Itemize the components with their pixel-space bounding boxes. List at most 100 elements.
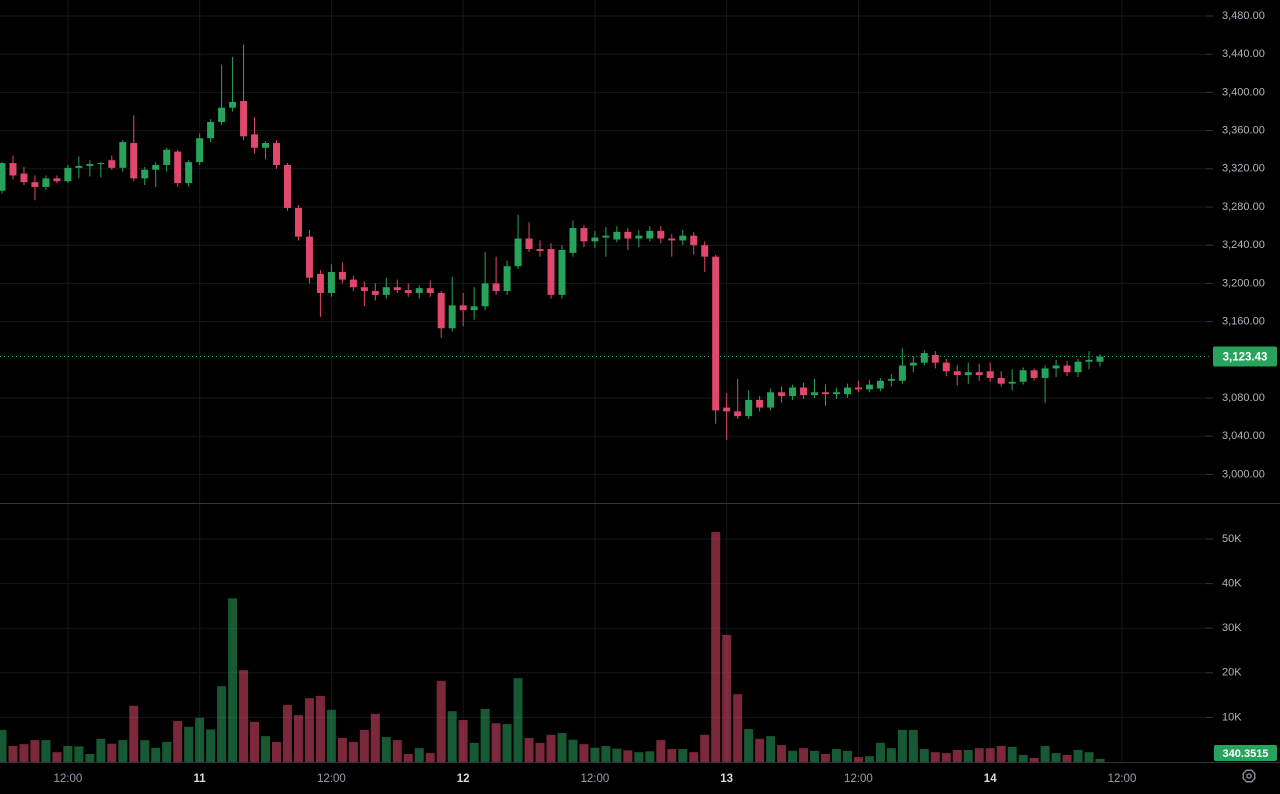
- candle-body: [800, 387, 808, 396]
- candle-body: [646, 230, 654, 239]
- volume-bar: [557, 733, 567, 762]
- price-axis-label: 3,160.00: [1222, 316, 1265, 328]
- volume-bar: [535, 742, 545, 762]
- candle-body: [635, 235, 643, 239]
- volume-bar: [282, 704, 292, 762]
- candle-body: [767, 392, 775, 408]
- volume-bar: [337, 737, 347, 762]
- candle-body: [909, 362, 917, 366]
- volume-bar: [52, 752, 62, 762]
- price-axis-label: 3,400.00: [1222, 86, 1265, 98]
- time-axis-label: 14: [984, 773, 997, 785]
- volume-bar: [623, 750, 633, 762]
- volume-axis-label: 30K: [1222, 622, 1242, 634]
- volume-bar: [0, 729, 7, 762]
- volume-bar: [425, 753, 435, 762]
- candle-body: [86, 164, 94, 166]
- candle-body: [832, 392, 840, 395]
- volume-bar: [590, 747, 600, 762]
- candle-body: [986, 371, 994, 378]
- volume-bar: [546, 734, 556, 762]
- candle-body: [690, 235, 698, 246]
- candle-body: [97, 163, 105, 165]
- volume-bar: [436, 680, 446, 762]
- candle-body: [1019, 370, 1027, 382]
- volume-bar: [206, 729, 216, 762]
- candle-body: [31, 182, 39, 187]
- candle-body: [569, 228, 577, 253]
- volume-bar: [8, 745, 18, 762]
- candle-body: [316, 273, 324, 293]
- volume-axis-label: 10K: [1222, 711, 1242, 723]
- volume-bar: [853, 757, 863, 762]
- volume-bar: [799, 748, 809, 762]
- volume-bar: [19, 744, 29, 762]
- volume-bar: [1007, 746, 1017, 762]
- price-axis-label: 3,240.00: [1222, 239, 1265, 251]
- volume-bar: [381, 737, 391, 762]
- candle-body: [294, 207, 302, 237]
- candle-body: [240, 100, 248, 137]
- price-axis-label: 3,360.00: [1222, 125, 1265, 137]
- volume-pane: [0, 531, 1105, 762]
- candle-body: [1030, 370, 1038, 378]
- volume-bar: [228, 598, 238, 762]
- candle-body: [207, 122, 215, 139]
- candle-body: [251, 134, 259, 148]
- price-axis-label: 3,280.00: [1222, 201, 1265, 213]
- volume-bar: [777, 745, 787, 762]
- volume-bar: [700, 734, 710, 762]
- volume-bar: [1029, 757, 1039, 762]
- volume-bar: [151, 747, 161, 762]
- volume-bar: [908, 729, 918, 762]
- candle-body: [1052, 365, 1060, 369]
- volume-bar: [195, 717, 205, 762]
- candle-body: [734, 411, 742, 417]
- volume-bar: [842, 750, 852, 762]
- candle-body: [503, 266, 511, 292]
- candle-body: [53, 178, 61, 182]
- volume-bar: [678, 749, 688, 762]
- candle-body: [262, 143, 270, 148]
- candle-body: [448, 305, 456, 329]
- volume-bar: [875, 742, 885, 762]
- volume-bar: [41, 740, 51, 762]
- candle-body: [119, 142, 127, 168]
- price-axis[interactable]: 3,480.00 3,440.00 3,400.00 3,360.00 3,320.00…: [1206, 10, 1265, 723]
- candle-body: [525, 238, 533, 250]
- candle-body: [481, 283, 489, 307]
- time-axis[interactable]: 12:00 11 12:00 12 12:00 13 12:00 14 12:00: [53, 773, 1136, 785]
- candle-body: [163, 149, 171, 165]
- volume-bar: [996, 745, 1006, 762]
- volume-bar: [612, 748, 622, 762]
- candle-body: [701, 245, 709, 257]
- time-axis-label: 12:00: [844, 773, 873, 785]
- candle-body: [360, 287, 368, 292]
- candle-body: [514, 238, 522, 267]
- volume-bar: [293, 715, 303, 762]
- volume-bar: [645, 751, 655, 762]
- volume-bar: [985, 748, 995, 762]
- candle-body: [580, 228, 588, 242]
- volume-bar: [579, 744, 589, 762]
- price-axis-label: 3,440.00: [1222, 48, 1265, 60]
- time-axis-label: 12: [457, 773, 470, 785]
- axis-settings-gear-icon[interactable]: [1242, 769, 1256, 783]
- volume-bar: [85, 753, 95, 762]
- candle-body: [854, 387, 862, 390]
- price-axis-label: 3,040.00: [1222, 430, 1265, 442]
- candle-body: [547, 249, 555, 295]
- volume-bar: [974, 748, 984, 762]
- time-axis-label: 12:00: [1108, 773, 1137, 785]
- candle-body: [426, 288, 434, 293]
- candle-body: [382, 287, 390, 295]
- candle-body: [756, 399, 764, 408]
- candle-body: [887, 378, 895, 381]
- candle-body: [437, 292, 445, 329]
- candle-body: [371, 291, 379, 295]
- volume-bar: [162, 741, 172, 762]
- candle-body: [778, 392, 786, 397]
- candle-body: [1096, 356, 1104, 362]
- volume-bar: [1073, 749, 1083, 762]
